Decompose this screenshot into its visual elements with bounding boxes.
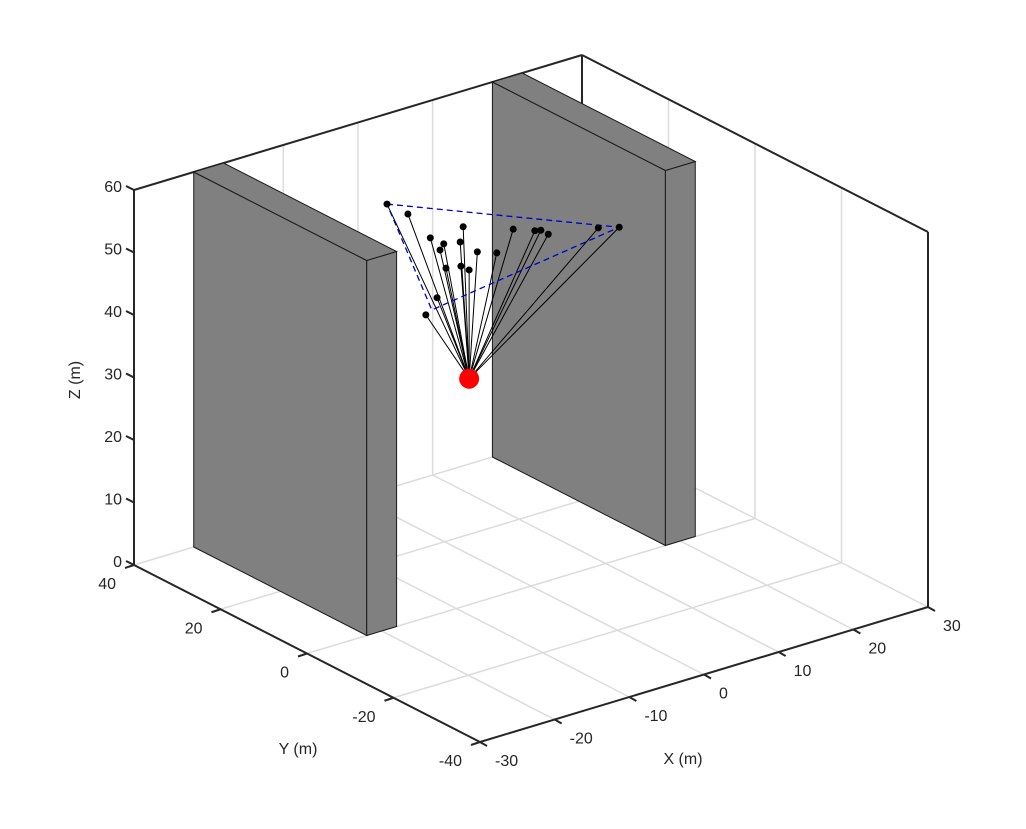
x-tick	[927, 606, 936, 612]
ray	[460, 266, 470, 379]
y-tick-label: -20	[352, 709, 375, 726]
z-tick-label: 0	[113, 554, 122, 571]
y-tick-label: 20	[185, 620, 203, 637]
wall-face	[366, 250, 398, 637]
wall-face	[192, 162, 398, 262]
y-tick-label: 0	[280, 665, 289, 682]
ray	[386, 203, 470, 379]
x-tick-label: 20	[868, 641, 886, 658]
point	[456, 238, 464, 246]
point	[473, 248, 481, 256]
ray	[468, 229, 514, 379]
x-tick	[778, 651, 787, 657]
z-tick-label: 20	[104, 429, 122, 446]
z-tick-label: 30	[104, 367, 122, 384]
point	[537, 226, 545, 234]
z-tick	[125, 497, 135, 504]
x-tick-label: 0	[719, 686, 728, 703]
x-tick-label: -30	[495, 753, 518, 770]
z-axis-label: Z (m)	[67, 361, 84, 399]
x-tick	[703, 673, 712, 680]
point	[383, 200, 391, 208]
z-tick	[125, 560, 135, 566]
y-tick	[211, 608, 221, 614]
x-tick-label: -20	[570, 731, 593, 748]
point	[465, 266, 473, 274]
z-tick	[125, 185, 135, 191]
z-tick-label: 10	[104, 492, 122, 509]
point	[544, 230, 552, 238]
x-tick-label: -10	[644, 708, 667, 725]
ray	[429, 237, 470, 379]
point	[509, 225, 517, 233]
ray	[468, 252, 498, 379]
point	[426, 234, 434, 242]
ray	[468, 233, 549, 379]
grid-line	[393, 562, 842, 699]
ray	[468, 251, 478, 379]
y-tick	[470, 741, 481, 746]
ray	[468, 226, 620, 380]
point	[440, 240, 448, 248]
source-point	[459, 368, 480, 389]
ray	[468, 230, 536, 379]
wall-face	[664, 160, 696, 547]
point	[615, 223, 623, 231]
ray	[436, 297, 470, 379]
ray	[445, 268, 470, 379]
ray	[468, 227, 599, 380]
x-tick	[852, 628, 861, 635]
wall-face	[491, 72, 697, 172]
z-tick	[125, 247, 135, 254]
point	[422, 311, 430, 319]
z-tick-label: 40	[104, 304, 122, 321]
y-axis-label: Y (m)	[279, 741, 318, 758]
x-tick-label: 30	[943, 618, 961, 635]
dashed-triangle	[385, 203, 622, 311]
x-axis-label: X (m)	[663, 751, 702, 768]
y-tick-label: -40	[439, 753, 462, 770]
z-tick	[125, 310, 135, 316]
z-tick	[125, 372, 135, 379]
z-tick	[125, 435, 135, 441]
x-tick-label: 10	[794, 663, 812, 680]
z-tick-label: 60	[104, 179, 122, 196]
x-tick	[479, 741, 488, 747]
y-tick	[384, 696, 394, 702]
z-tick-label: 50	[104, 242, 122, 259]
x-tick	[628, 696, 637, 702]
point	[433, 294, 441, 302]
point	[436, 246, 444, 254]
x-tick	[554, 718, 563, 725]
ray	[425, 314, 470, 379]
point	[459, 223, 467, 231]
point	[442, 264, 450, 272]
y-tick	[124, 564, 135, 569]
ray	[468, 230, 542, 379]
axis-line	[581, 54, 929, 233]
point	[404, 210, 412, 218]
ray	[462, 226, 470, 379]
point	[594, 224, 602, 232]
point	[457, 262, 465, 270]
point	[531, 227, 539, 235]
y-tick	[297, 652, 308, 658]
y-tick-label: 40	[98, 576, 116, 593]
point	[493, 249, 501, 257]
